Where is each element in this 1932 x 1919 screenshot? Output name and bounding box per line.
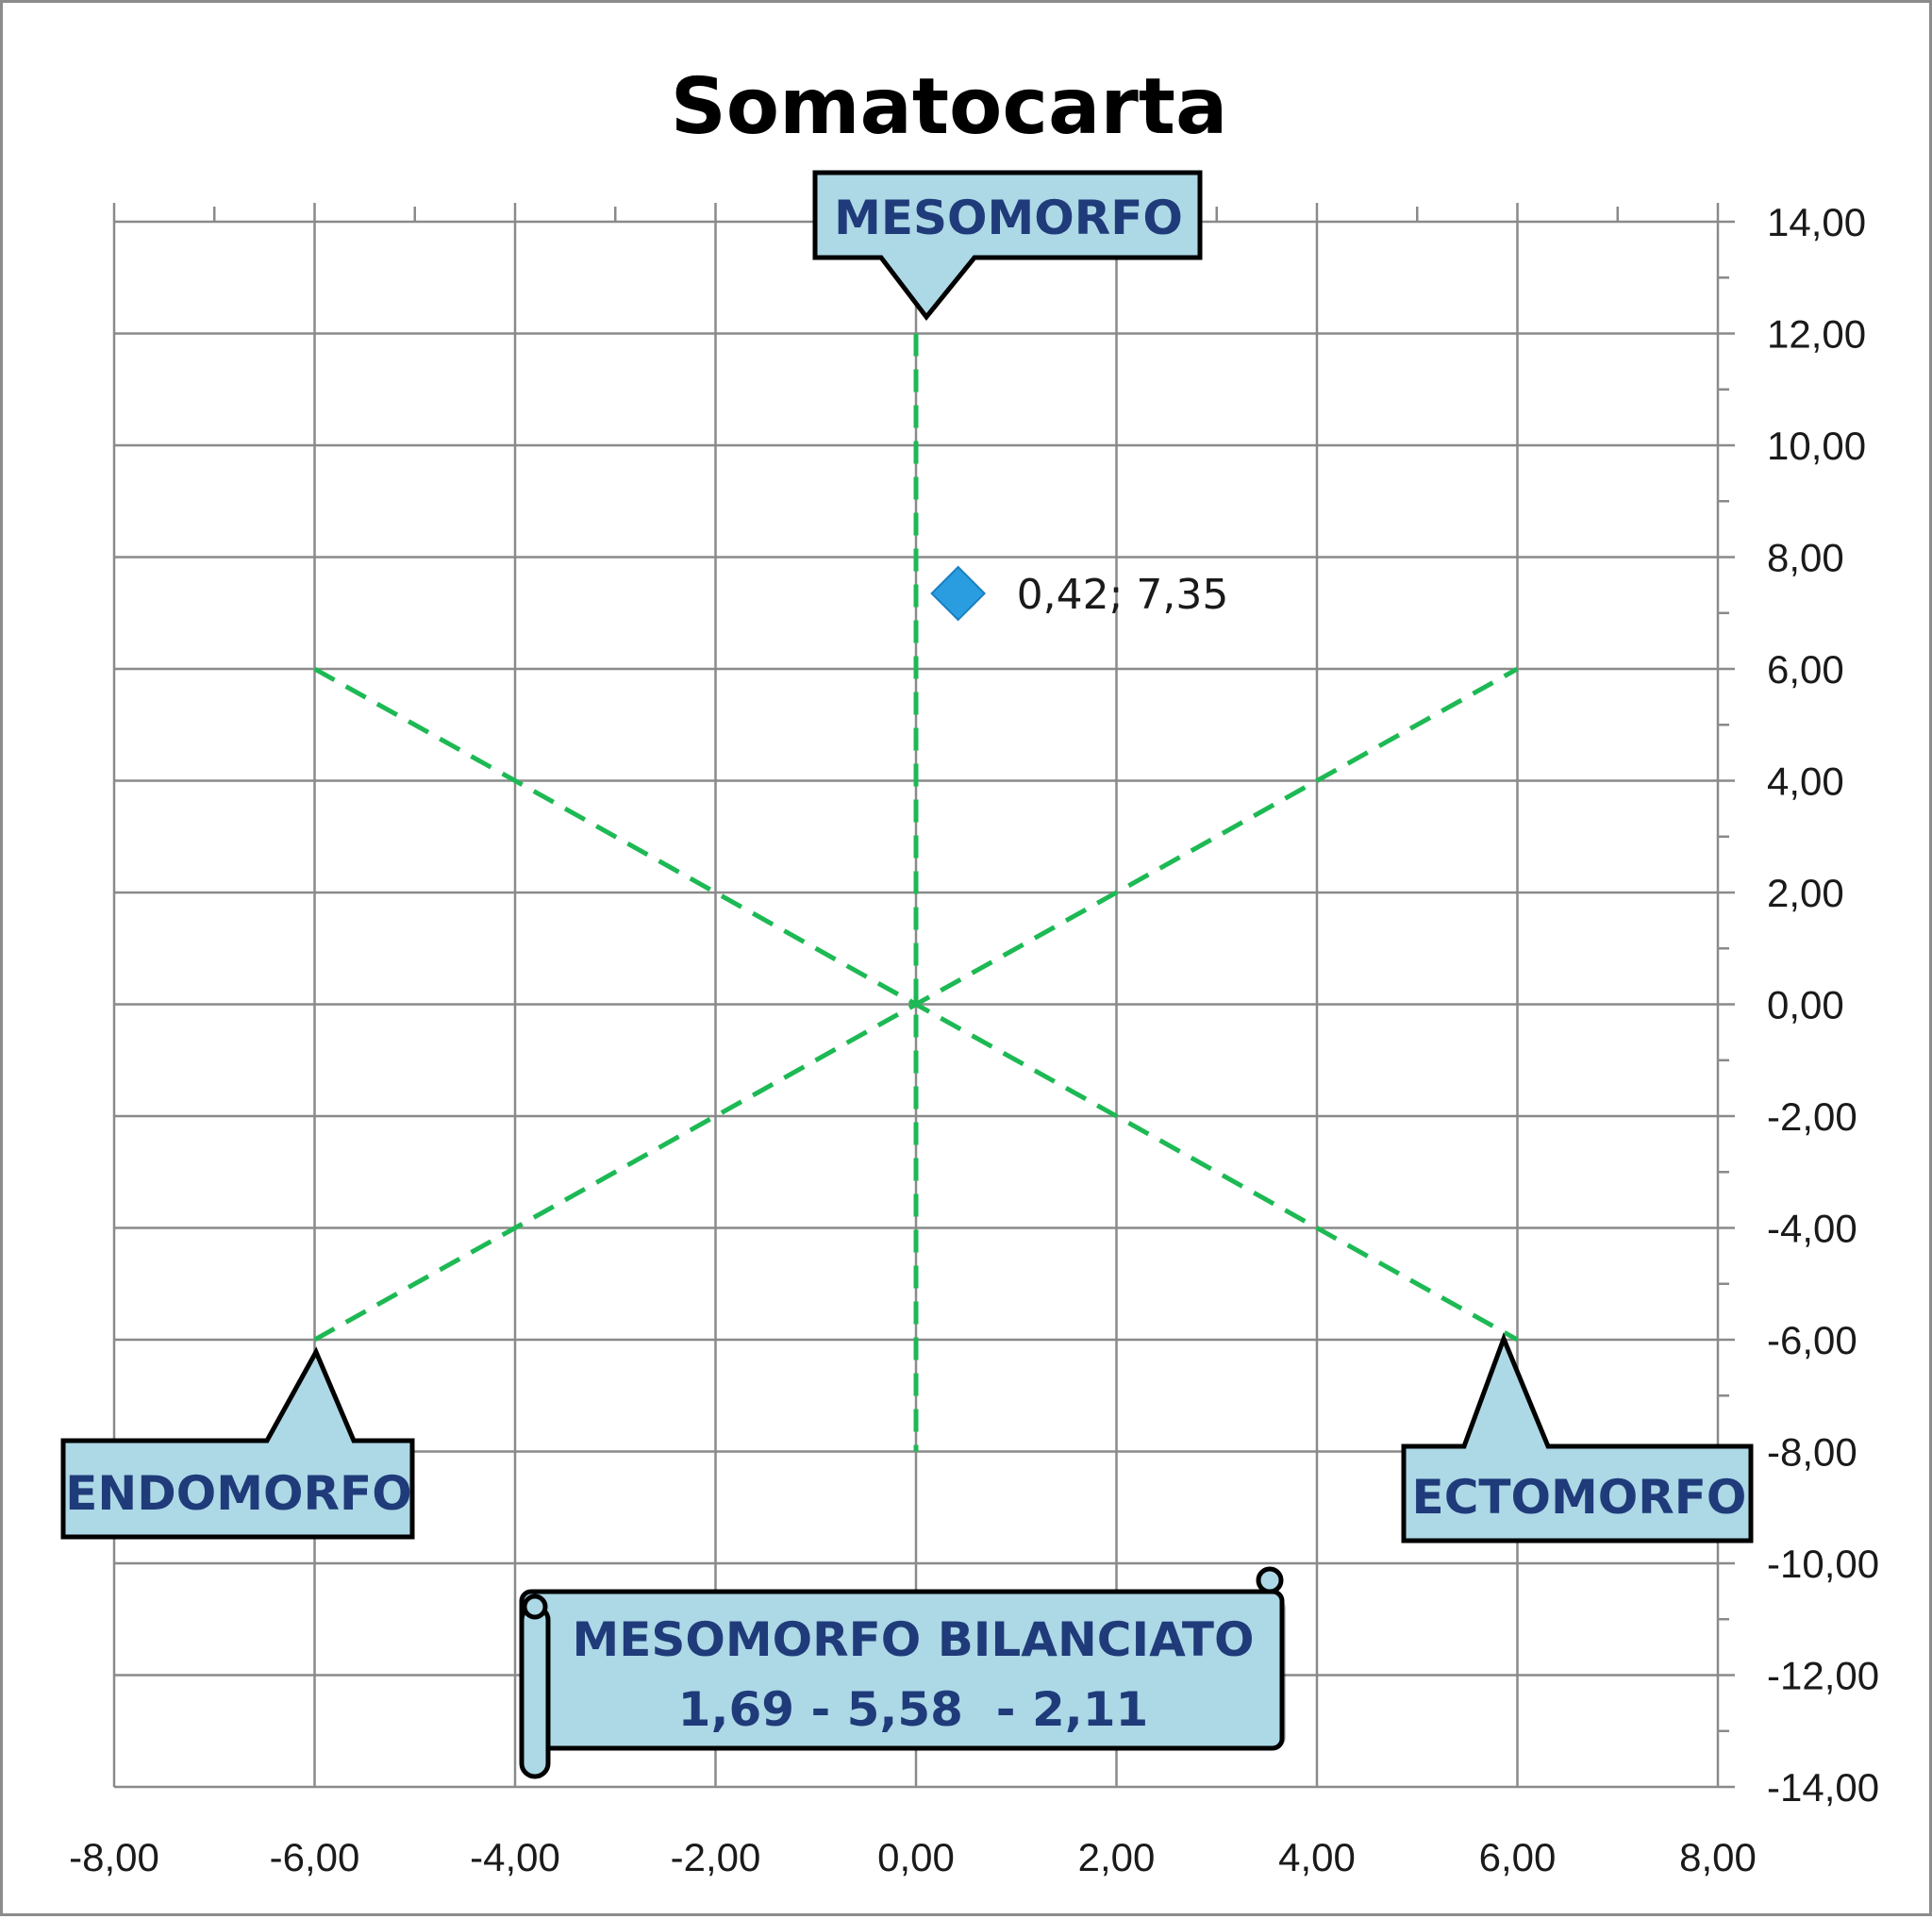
result-scroll: MESOMORFO BILANCIATO 1,69 - 5,58 - 2,11: [519, 1566, 1286, 1779]
y-tick-label: 4,00: [1767, 759, 1844, 804]
y-tick-label: 0,00: [1767, 983, 1844, 1027]
callout-ectomorfo-shape: [1401, 1332, 1754, 1544]
y-tick-label: 8,00: [1767, 536, 1844, 580]
result-values: 1,69 - 5,58 - 2,11: [678, 1682, 1149, 1737]
y-tick-label: -2,00: [1767, 1094, 1857, 1139]
callout-ectomorfo: ECTOMORFO: [1401, 1332, 1754, 1544]
data-label: 0,42; 7,35: [1017, 571, 1229, 619]
callout-mesomorfo-shape: [812, 170, 1203, 322]
callout-ectomorfo-label: ECTOMORFO: [1412, 1470, 1747, 1525]
y-tick-label: -4,00: [1767, 1207, 1857, 1251]
y-tick-label: -10,00: [1767, 1542, 1879, 1586]
x-tick-label: 2,00: [1078, 1835, 1156, 1879]
y-tick-labels: 14,00 12,00 10,00 8,00 6,00 4,00 2,00 0,00 -2,00…: [1767, 200, 1879, 1810]
x-tick-label: 0,00: [877, 1835, 955, 1879]
grid: [112, 203, 1735, 1789]
x-tick-label: 8,00: [1679, 1835, 1757, 1879]
x-tick-label: -4,00: [470, 1835, 560, 1879]
y-tick-label: 2,00: [1767, 871, 1844, 915]
x-tick-label: 4,00: [1278, 1835, 1356, 1879]
x-tick-label: -8,00: [69, 1835, 159, 1879]
x-tick-label: 6,00: [1479, 1835, 1557, 1879]
callout-mesomorfo-label: MESOMORFO: [834, 191, 1183, 245]
callout-endomorfo: ENDOMORFO: [60, 1346, 415, 1540]
y-tick-label: -6,00: [1767, 1318, 1857, 1362]
x-tick-label: -6,00: [270, 1835, 360, 1879]
y-tick-label: -12,00: [1767, 1654, 1879, 1698]
y-tick-label: 6,00: [1767, 647, 1844, 692]
callout-endomorfo-shape: [60, 1346, 415, 1540]
somatocarta-chart: Somatocarta -8,00 -6,00 -4,00 -2,00 0,00 2,00…: [60, 62, 1879, 1879]
chart-title: Somatocarta: [671, 62, 1228, 152]
y-tick-label: -8,00: [1767, 1430, 1857, 1475]
callout-mesomorfo: MESOMORFO: [812, 170, 1203, 322]
y-tick-label: 14,00: [1767, 200, 1866, 244]
y-tick-label: -14,00: [1767, 1765, 1879, 1810]
reference-line: [313, 666, 1519, 1343]
reference-lines: [313, 333, 1519, 1452]
x-tick-labels: -8,00 -6,00 -4,00 -2,00 0,00 2,00 4,00 6,00 8,00: [69, 1835, 1757, 1879]
data-point: [930, 565, 987, 622]
x-tick-label: -2,00: [671, 1835, 761, 1879]
result-classification: MESOMORFO BILANCIATO: [572, 1612, 1254, 1667]
callout-endomorfo-label: ENDOMORFO: [65, 1466, 411, 1521]
y-tick-label: 12,00: [1767, 312, 1866, 357]
data-points: 0,42; 7,35: [930, 565, 1229, 622]
y-tick-label: 10,00: [1767, 424, 1866, 468]
